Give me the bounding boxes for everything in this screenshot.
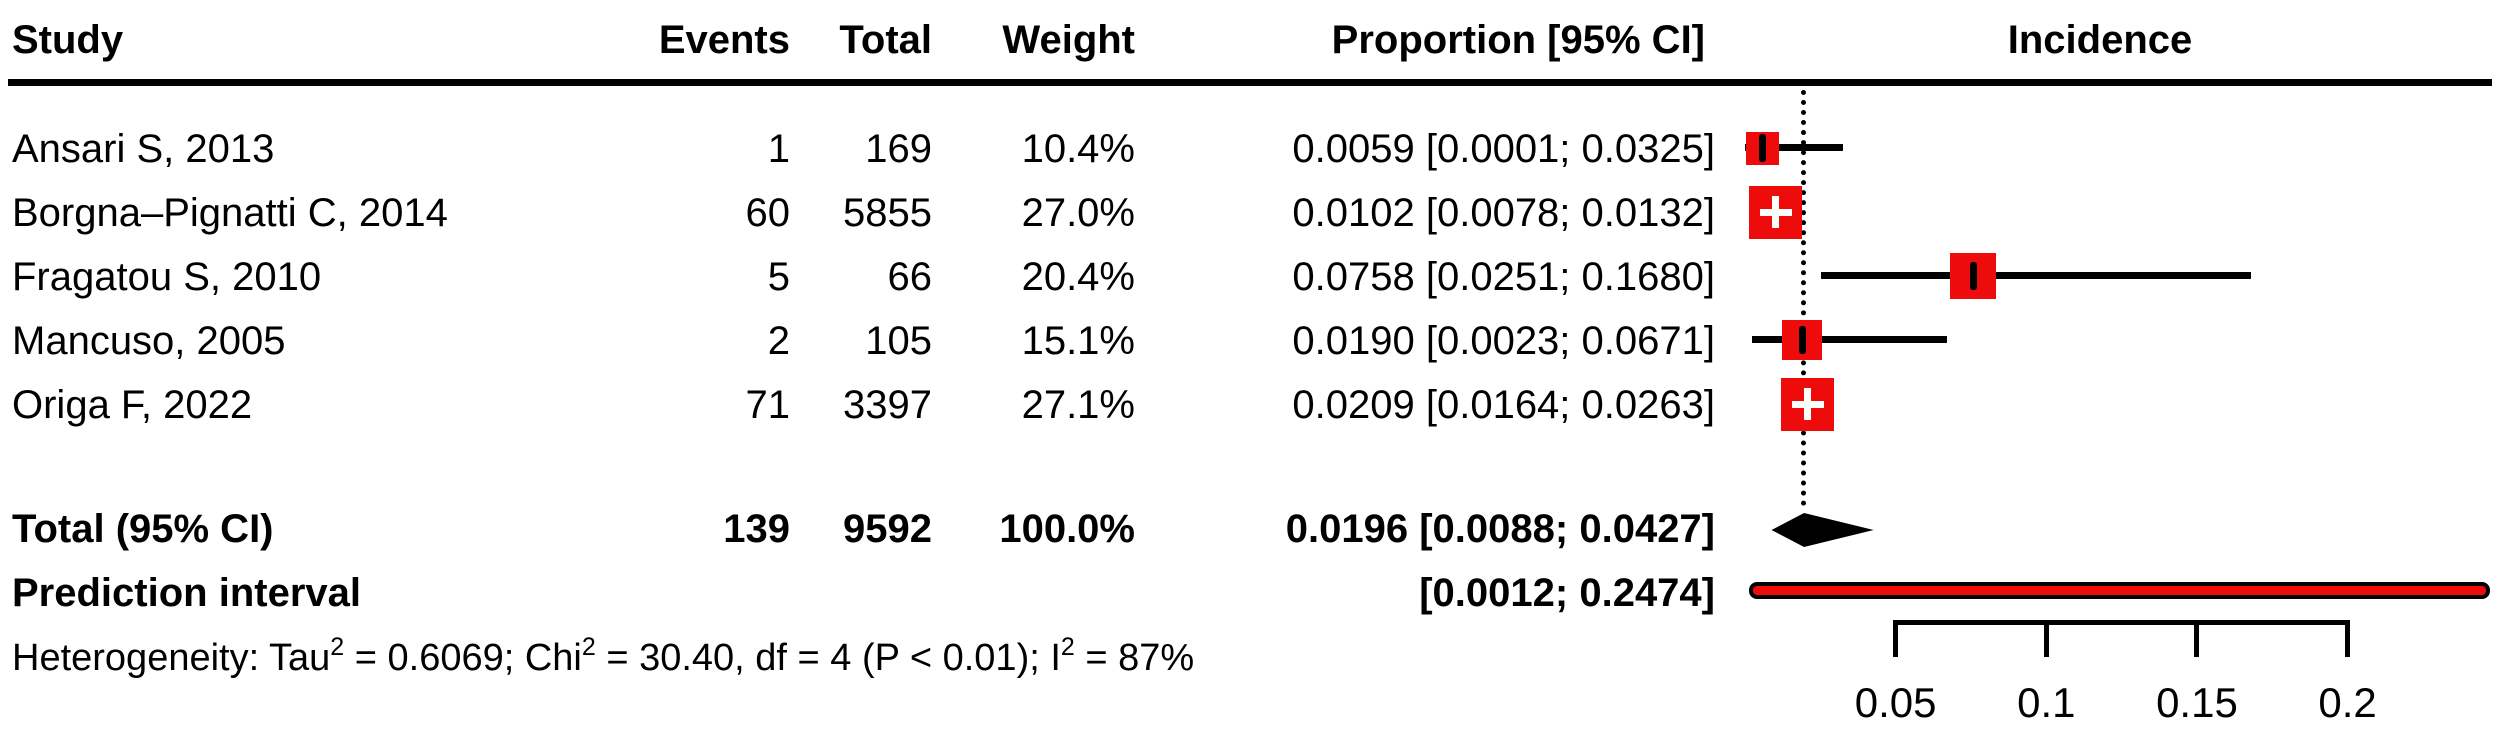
heterogeneity-part: = 0.6069; Chi xyxy=(344,637,582,679)
study-proportion-ci: 0.0102 [0.0078; 0.0132] xyxy=(1292,191,1715,235)
study-total: 105 xyxy=(865,319,932,363)
column-header-proportion: Proportion [95% CI] xyxy=(1331,18,1705,62)
study-proportion-ci: 0.0209 [0.0164; 0.0263] xyxy=(1292,383,1715,427)
study-total: 169 xyxy=(865,127,932,171)
x-axis-tick xyxy=(2043,620,2049,657)
estimate-tick-marker xyxy=(1969,262,1977,290)
study-events: 60 xyxy=(745,191,791,235)
study-total: 5855 xyxy=(843,191,932,235)
study-name: Mancuso, 2005 xyxy=(12,319,286,363)
study-name: Ansari S, 2013 xyxy=(12,127,275,171)
x-axis-tick xyxy=(2194,620,2200,657)
study-weight: 20.4% xyxy=(1021,255,1135,299)
study-total: 3397 xyxy=(843,383,932,427)
total-proportion-ci: 0.0196 [0.0088; 0.0427] xyxy=(1285,507,1715,551)
study-events: 5 xyxy=(767,255,790,299)
estimate-tick-marker xyxy=(1759,134,1767,162)
heterogeneity-part: = 30.40, df = 4 (P < 0.01); I xyxy=(595,637,1061,679)
study-events: 2 xyxy=(767,319,790,363)
axis-tick-label: 0.05 xyxy=(1854,679,1937,726)
study-weight: 15.1% xyxy=(1021,319,1135,363)
column-header-events: Events xyxy=(658,18,790,62)
confidence-interval-line xyxy=(1751,336,1948,343)
study-name: Fragatou S, 2010 xyxy=(12,255,322,299)
study-events: 1 xyxy=(767,127,790,171)
tau-squared-superscript: 2 xyxy=(330,633,345,661)
x-axis-tick xyxy=(2345,620,2351,657)
heterogeneity-part: = 87% xyxy=(1074,637,1195,679)
study-weight: 10.4% xyxy=(1021,127,1135,171)
study-total: 66 xyxy=(887,255,933,299)
column-header-weight: Weight xyxy=(1002,18,1135,62)
study-weight: 27.1% xyxy=(1021,383,1135,427)
pooled-estimate-diamond xyxy=(1771,513,1874,547)
estimate-tick-marker xyxy=(1798,326,1806,354)
total-weight: 100.0% xyxy=(999,507,1135,551)
chi-squared-superscript: 2 xyxy=(581,633,596,661)
column-header-study: Study xyxy=(12,18,124,62)
confidence-interval-line xyxy=(1820,272,2252,279)
prediction-interval-values: [0.0012; 0.2474] xyxy=(1419,571,1715,615)
i-squared-superscript: 2 xyxy=(1060,633,1075,661)
heterogeneity-text: Heterogeneity: Tau2 = 0.6069; Chi2 = 30.… xyxy=(12,632,1194,684)
study-weight: 27.0% xyxy=(1021,191,1135,235)
total-row-label: Total (95% CI) xyxy=(12,507,274,551)
estimate-plus-marker xyxy=(1772,196,1780,228)
estimate-plus-marker xyxy=(1804,388,1812,420)
axis-tick-label: 0.2 xyxy=(2318,679,2377,726)
study-proportion-ci: 0.0059 [0.0001; 0.0325] xyxy=(1292,127,1715,171)
study-proportion-ci: 0.0190 [0.0023; 0.0671] xyxy=(1292,319,1715,363)
prediction-interval-bar xyxy=(1748,582,2491,599)
study-name: Origa F, 2022 xyxy=(12,383,253,427)
confidence-interval-line xyxy=(1745,144,1843,151)
prediction-interval-label: Prediction interval xyxy=(12,571,361,615)
study-name: Borgna–Pignatti C, 2014 xyxy=(12,191,448,235)
axis-tick-label: 0.1 xyxy=(2017,679,2076,726)
axis-tick-label: 0.15 xyxy=(2156,679,2238,726)
total-events: 139 xyxy=(723,507,790,551)
study-events: 71 xyxy=(745,383,791,427)
total-total: 9592 xyxy=(843,507,932,551)
study-proportion-ci: 0.0758 [0.0251; 0.1680] xyxy=(1292,255,1715,299)
column-header-total: Total xyxy=(839,18,932,62)
heterogeneity-part: Heterogeneity: Tau xyxy=(12,637,331,679)
x-axis-tick xyxy=(1893,620,1899,657)
header-divider-rule xyxy=(8,79,2492,86)
x-axis-line xyxy=(1895,620,2348,625)
pooled-estimate-dotted-line xyxy=(1801,90,1807,506)
column-header-incidence: Incidence xyxy=(2007,18,2193,62)
